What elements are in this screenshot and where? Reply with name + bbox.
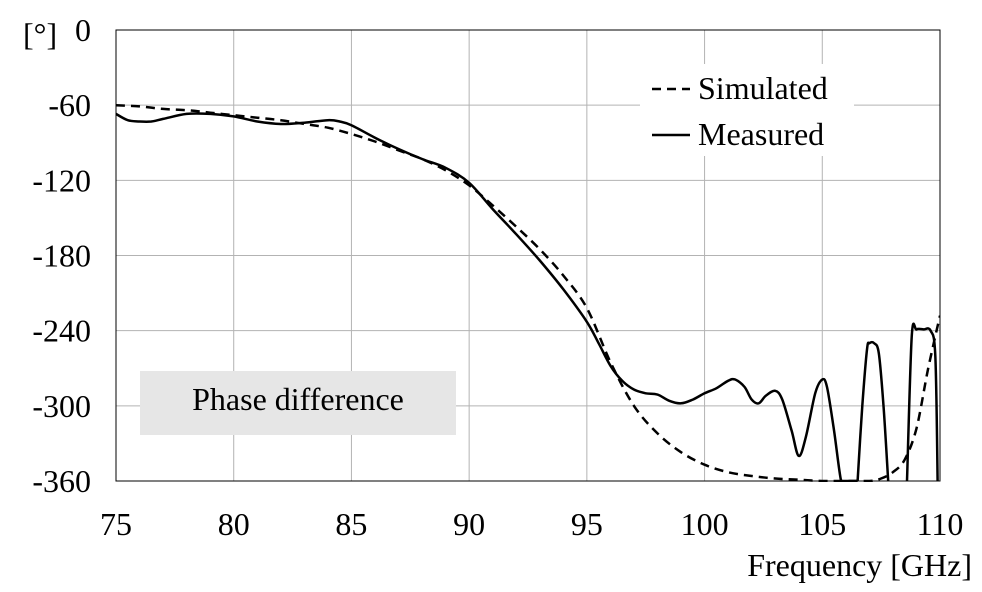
x-tick-label: 90 — [453, 506, 485, 542]
y-axis-ticks: 0 -60 -120 -180 -240 -300 -360 — [32, 12, 91, 499]
series-group — [116, 103, 940, 482]
series-measured-line-2 — [905, 322, 939, 482]
y-tick-label: -360 — [32, 463, 91, 499]
annotation-box: Phase difference — [140, 371, 456, 435]
series-simulated-line — [116, 103, 940, 482]
legend: Simulated Measured — [640, 64, 854, 156]
y-tick-label: -180 — [32, 238, 91, 274]
x-tick-label: 85 — [335, 506, 367, 542]
x-tick-label: 80 — [218, 506, 250, 542]
annotation-label: Phase difference — [192, 381, 404, 417]
x-tick-label: 110 — [917, 506, 964, 542]
series-measured-line-0 — [116, 112, 858, 482]
annotation-background — [140, 371, 456, 435]
legend-background — [640, 64, 854, 156]
y-axis-label: [°] — [23, 16, 57, 52]
y-tick-label: -60 — [48, 87, 91, 123]
y-tick-label: -120 — [32, 162, 91, 198]
legend-simulated-label: Simulated — [698, 70, 828, 106]
y-tick-label: -300 — [32, 388, 91, 424]
x-tick-label: 105 — [798, 506, 846, 542]
x-axis-ticks: 75 80 85 90 95 100 105 110 — [100, 506, 963, 542]
y-tick-label: -240 — [32, 313, 91, 349]
plot-frame — [115, 29, 941, 482]
x-tick-label: 95 — [571, 506, 603, 542]
legend-measured-label: Measured — [698, 116, 824, 152]
x-tick-label: 100 — [681, 506, 729, 542]
x-tick-label: 75 — [100, 506, 132, 542]
x-axis-label: Frequency [GHz] — [747, 547, 972, 583]
series-measured-line-1 — [856, 340, 890, 482]
y-tick-label: 0 — [75, 12, 91, 48]
